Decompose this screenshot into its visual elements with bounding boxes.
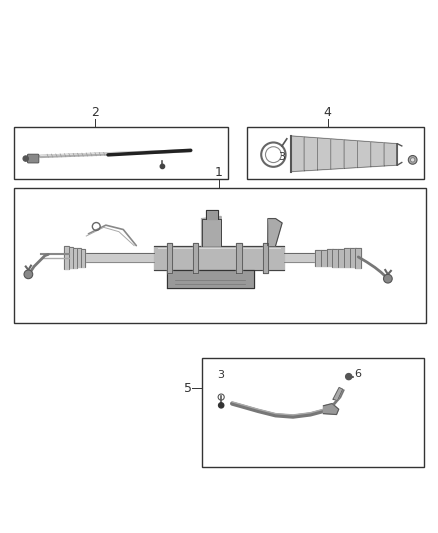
- Circle shape: [24, 270, 33, 279]
- Polygon shape: [167, 243, 172, 273]
- Polygon shape: [201, 216, 221, 246]
- Text: 6: 6: [354, 369, 361, 379]
- Polygon shape: [331, 139, 344, 169]
- Polygon shape: [268, 219, 282, 246]
- Text: 3: 3: [217, 370, 224, 379]
- Bar: [14, 188, 426, 323]
- Circle shape: [384, 274, 392, 283]
- Circle shape: [219, 403, 224, 408]
- Polygon shape: [69, 247, 73, 269]
- Polygon shape: [206, 210, 218, 219]
- Text: 4: 4: [324, 106, 332, 118]
- Polygon shape: [77, 248, 81, 267]
- Polygon shape: [193, 243, 198, 273]
- Polygon shape: [291, 136, 304, 172]
- Polygon shape: [167, 270, 254, 288]
- Text: 5: 5: [184, 382, 191, 395]
- Polygon shape: [284, 254, 319, 262]
- Polygon shape: [332, 249, 339, 266]
- Polygon shape: [262, 243, 268, 273]
- Text: 2: 2: [91, 106, 99, 118]
- Polygon shape: [321, 249, 327, 266]
- Polygon shape: [384, 143, 397, 166]
- Polygon shape: [304, 137, 318, 171]
- Polygon shape: [327, 249, 333, 266]
- Polygon shape: [78, 254, 154, 262]
- Circle shape: [346, 374, 352, 379]
- Polygon shape: [237, 243, 242, 273]
- Polygon shape: [357, 141, 371, 167]
- Polygon shape: [371, 142, 384, 167]
- Polygon shape: [81, 249, 85, 266]
- Polygon shape: [355, 248, 361, 268]
- Polygon shape: [344, 248, 350, 267]
- FancyBboxPatch shape: [28, 154, 39, 163]
- Bar: [201, 358, 424, 467]
- Circle shape: [160, 164, 165, 168]
- Polygon shape: [323, 403, 339, 415]
- Polygon shape: [154, 246, 284, 270]
- Polygon shape: [315, 250, 321, 265]
- Bar: [247, 127, 424, 180]
- Polygon shape: [64, 246, 69, 269]
- Polygon shape: [344, 140, 357, 168]
- Circle shape: [23, 156, 28, 161]
- Polygon shape: [73, 248, 77, 268]
- Polygon shape: [350, 248, 356, 268]
- Circle shape: [410, 158, 415, 162]
- Polygon shape: [338, 249, 344, 267]
- Text: 3: 3: [278, 152, 285, 162]
- Text: 1: 1: [215, 166, 223, 180]
- Polygon shape: [333, 387, 343, 400]
- Polygon shape: [318, 138, 331, 170]
- Circle shape: [408, 156, 417, 164]
- Bar: [14, 127, 228, 180]
